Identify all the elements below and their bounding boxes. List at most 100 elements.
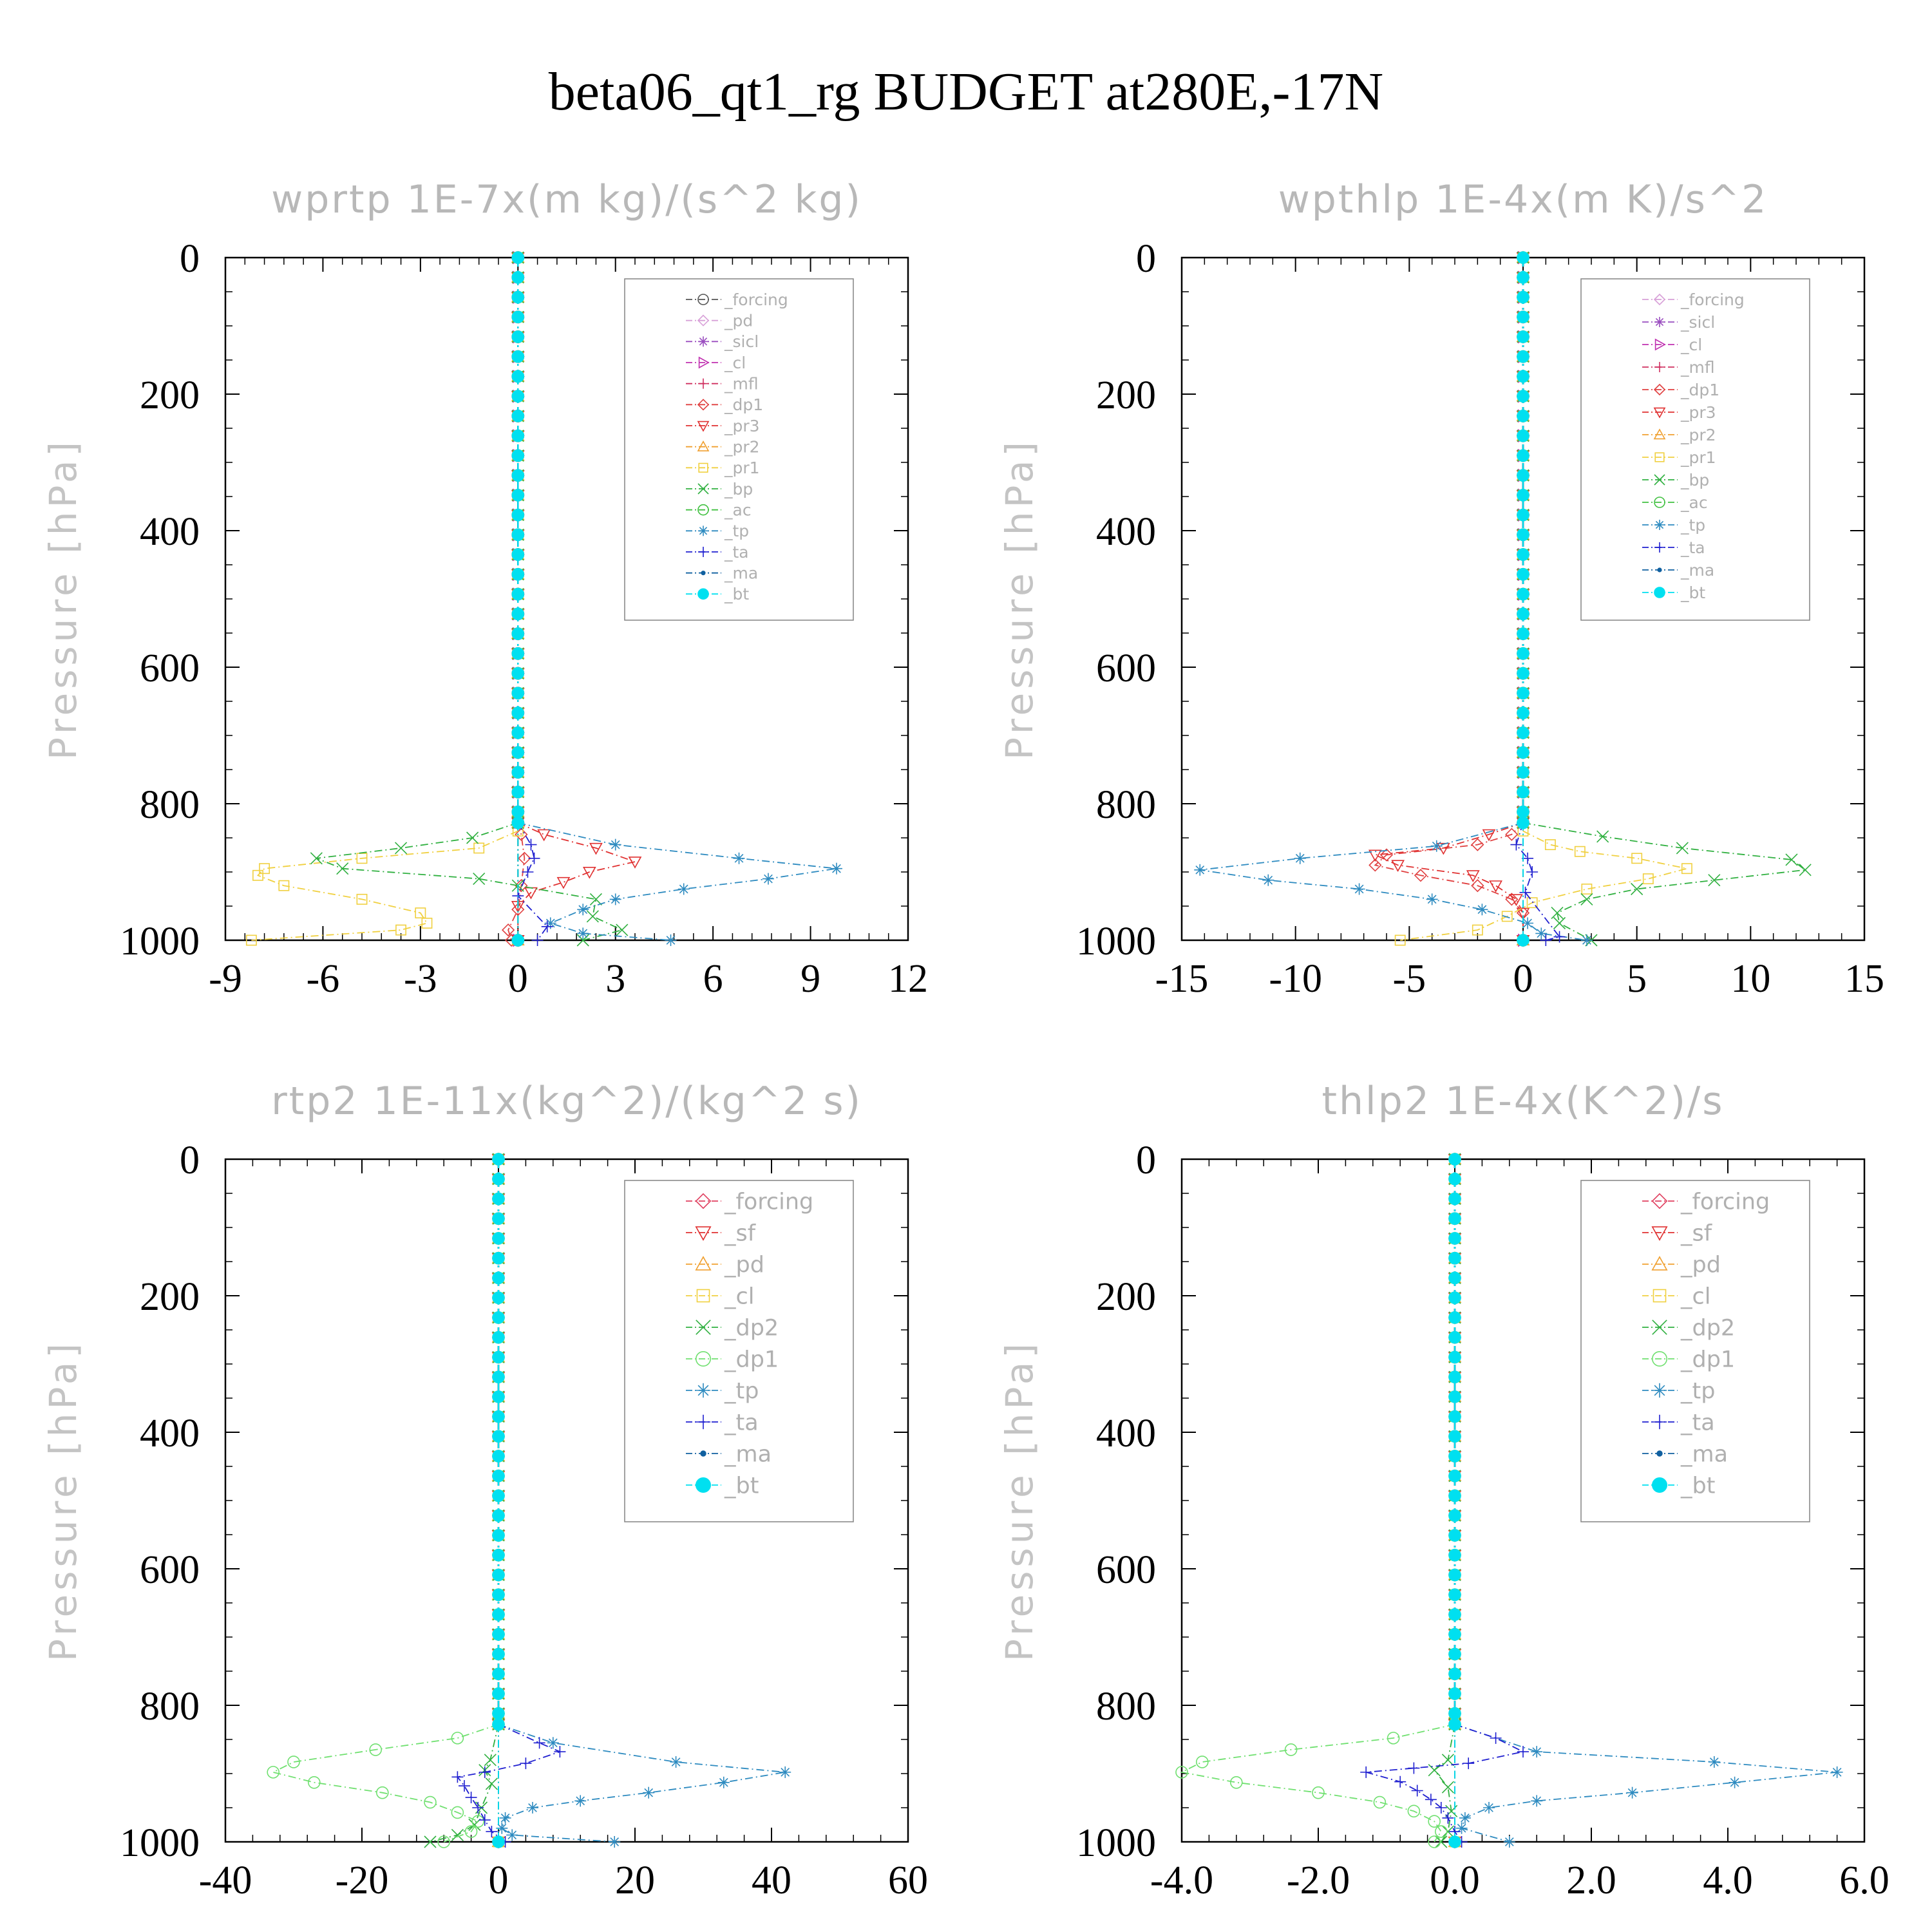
data-point <box>1428 1815 1441 1828</box>
series-pr3 <box>1368 252 1530 947</box>
legend-marker <box>1654 452 1665 462</box>
data-point <box>1517 816 1530 829</box>
legend-label: _forcing <box>724 1189 813 1215</box>
data-point <box>1522 852 1534 864</box>
legend-marker <box>696 1351 712 1367</box>
data-point <box>1428 1835 1441 1848</box>
data-point <box>1448 1390 1461 1403</box>
legend-entry-forcing: _forcing <box>1642 1189 1770 1215</box>
data-point <box>1448 1450 1461 1463</box>
data-point <box>492 1707 505 1720</box>
panel-title: rtp2 1E-11x(kg^2)/(kg^2 s) <box>271 1079 862 1124</box>
legend-entry-pd: _pd <box>1642 1252 1721 1278</box>
data-point <box>424 1795 437 1809</box>
data-point <box>1799 864 1812 876</box>
data-point <box>1466 870 1480 882</box>
y-tick-label: 0 <box>180 1139 200 1182</box>
data-point <box>1448 1835 1461 1848</box>
data-point <box>1436 842 1450 855</box>
legend-entry-ta: _ta <box>686 1410 759 1435</box>
data-point <box>511 429 525 442</box>
legend-entry-pr3: _pr3 <box>1642 403 1716 422</box>
data-point <box>1517 786 1530 799</box>
y-axis-label: Pressure [hPa] <box>41 1340 85 1662</box>
legend-label: _ta <box>724 543 749 562</box>
series-line <box>456 1723 562 1842</box>
y-tick-label: 400 <box>140 510 200 554</box>
data-point <box>1551 907 1564 920</box>
data-point <box>492 1549 505 1562</box>
x-tick-label: -10 <box>1269 957 1322 1001</box>
legend-marker <box>1657 567 1662 573</box>
data-point <box>1517 934 1530 947</box>
legend-label: _forcing <box>1680 290 1745 309</box>
series-ta <box>1360 1153 1529 1848</box>
legend-marker <box>695 1226 712 1241</box>
data-point <box>1517 350 1530 363</box>
legend-marker <box>696 1320 711 1335</box>
series-bt <box>1517 251 1530 947</box>
legend-label: _bt <box>1680 583 1705 602</box>
legend-marker <box>696 1383 711 1398</box>
data-point <box>1510 838 1522 851</box>
data-point <box>484 1754 497 1766</box>
data-point <box>1441 1825 1454 1838</box>
data-point <box>1540 934 1552 946</box>
data-point <box>375 1786 389 1799</box>
data-point <box>1517 449 1530 462</box>
y-tick-label: 200 <box>1096 374 1156 417</box>
legend-label: _bt <box>1680 1473 1715 1499</box>
data-point <box>492 1529 505 1542</box>
y-tick-label: 800 <box>140 783 200 827</box>
legend-marker <box>1653 1289 1667 1303</box>
data-point <box>511 410 525 422</box>
data-point <box>466 831 479 844</box>
data-point <box>245 934 257 946</box>
data-point <box>492 1430 505 1443</box>
data-point <box>1387 1732 1400 1745</box>
data-point <box>1448 1568 1461 1582</box>
data-point <box>1831 1766 1843 1778</box>
data-point <box>1448 1588 1461 1602</box>
data-point <box>1501 911 1513 922</box>
data-point <box>1196 1756 1209 1768</box>
y-tick-label: 800 <box>140 1685 200 1728</box>
data-point <box>577 904 589 916</box>
legend-entry-cl: _cl <box>1642 1283 1710 1309</box>
data-point <box>492 1450 505 1463</box>
data-point <box>1517 726 1530 739</box>
legend-label: _pr3 <box>1680 403 1716 422</box>
data-point <box>492 1350 505 1364</box>
data-point <box>511 726 525 739</box>
data-point <box>1517 687 1530 700</box>
legend-label: _pr2 <box>724 437 760 456</box>
legend-entry-ac: _ac <box>686 500 752 519</box>
legend: _forcing _sf _pd _cl _dp2 _dp1 _tp _ta _ma _bt <box>624 1180 854 1522</box>
data-point <box>1544 839 1556 851</box>
data-point <box>252 869 263 881</box>
plot-area <box>245 251 842 947</box>
panel-3: rtp2 1E-11x(kg^2)/(kg^2 s) Pressure [hPa]… <box>41 1079 928 1902</box>
x-tick-label: 0 <box>489 1859 509 1902</box>
data-point <box>1642 873 1654 885</box>
legend-entry-ta: _ta <box>1642 538 1705 557</box>
series-line <box>430 1724 499 1842</box>
legend-marker <box>698 356 710 369</box>
data-point <box>492 1172 505 1186</box>
data-point <box>554 1746 566 1758</box>
x-tick-label: 0 <box>508 957 528 1001</box>
legend-label: _bt <box>724 585 749 603</box>
panel-2: wpthlp 1E-4x(m K)/s^2 Pressure [hPa] -15 -1… <box>998 177 1884 1001</box>
data-point <box>1517 706 1530 719</box>
data-point <box>1517 568 1530 581</box>
y-tick-label: 200 <box>140 374 200 417</box>
legend-entry-pr1: _pr1 <box>1642 448 1716 467</box>
legend-marker <box>1653 383 1666 396</box>
data-point <box>1505 893 1519 906</box>
legend-entry-dp2: _dp2 <box>1642 1315 1735 1341</box>
legend-entry-ma: _ma <box>686 1441 772 1467</box>
data-point <box>1517 587 1530 601</box>
data-point <box>574 1795 587 1807</box>
data-point <box>511 489 525 502</box>
legend-entry-mfl: _mfl <box>686 374 759 393</box>
